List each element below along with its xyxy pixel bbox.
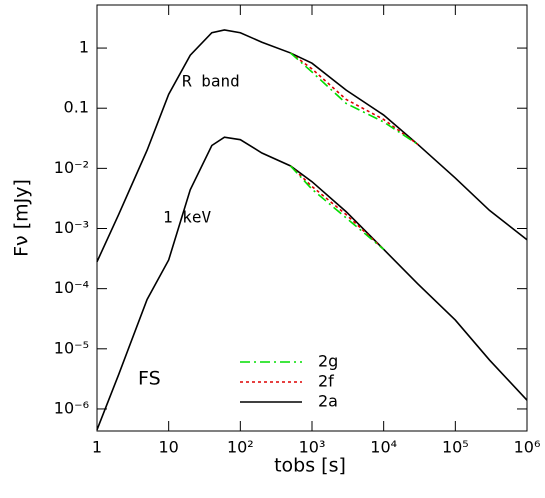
x-tick-label: 10⁴ [370, 438, 397, 457]
y-tick-label: 10⁻² [54, 158, 89, 177]
y-tick-label: 10⁻⁵ [54, 338, 89, 357]
annotation: 1 keV [163, 208, 212, 227]
legend-label: 2f [318, 372, 334, 391]
x-tick-label: 10 [158, 438, 178, 457]
curve [289, 52, 419, 146]
legend-label: 2a [318, 392, 338, 411]
curve [289, 165, 385, 250]
y-tick-label: 10⁻³ [54, 218, 89, 237]
curve [289, 52, 419, 146]
y-tick-label: 10⁻⁴ [54, 278, 89, 297]
y-axis-label: Fν [mJy] [11, 179, 33, 257]
x-tick-label: 10³ [299, 438, 326, 457]
curve [96, 29, 528, 263]
y-tick-label: 10⁻⁶ [54, 398, 89, 417]
x-tick-label: 10⁵ [442, 438, 469, 457]
x-tick-label: 1 [92, 438, 102, 457]
x-tick-label: 10² [227, 438, 254, 457]
annotation: FS [138, 368, 161, 390]
y-tick-label: 0.1 [64, 98, 89, 117]
x-tick-label: 10⁶ [514, 438, 541, 457]
x-axis-label: tobs [s] [274, 455, 346, 477]
curve [289, 165, 385, 250]
curve [96, 136, 528, 431]
annotation: R band [182, 72, 240, 91]
legend-label: 2g [318, 352, 338, 371]
y-tick-label: 1 [79, 38, 89, 57]
